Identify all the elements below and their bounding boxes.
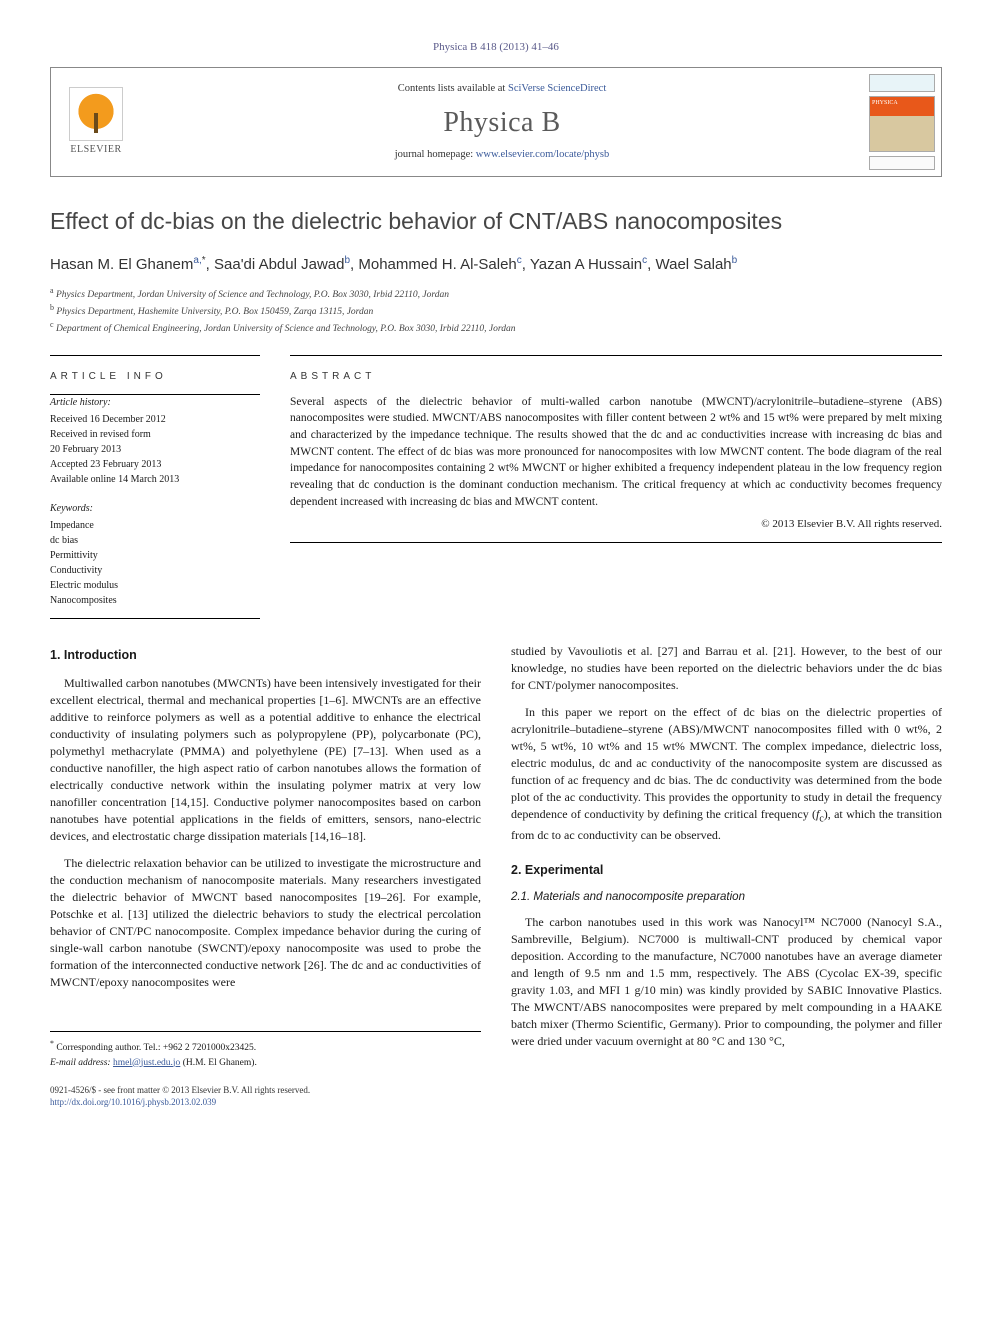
contents-prefix: Contents lists available at: [398, 83, 508, 94]
info-abstract-row: ARTICLE INFO Article history: Received 1…: [50, 355, 942, 619]
history-line: Available online 14 March 2013: [50, 472, 260, 487]
article-info-heading: ARTICLE INFO: [50, 370, 260, 384]
author: Hasan M. El Ghanema,*: [50, 256, 206, 273]
authors-line: Hasan M. El Ghanema,*, Saa'di Abdul Jawa…: [50, 254, 942, 275]
homepage-link[interactable]: www.elsevier.com/locate/physb: [476, 149, 609, 160]
author-aff: b: [344, 255, 350, 266]
keyword: dc bias: [50, 533, 260, 548]
abstract-column: ABSTRACT Several aspects of the dielectr…: [290, 355, 942, 619]
journal-name: Physica B: [141, 103, 863, 142]
affiliation: a Physics Department, Jordan University …: [50, 285, 942, 302]
corresponding-author: * Corresponding author. Tel.: +962 2 720…: [50, 1038, 481, 1055]
publisher-logo: ELSEVIER: [51, 68, 141, 176]
author-aff: c: [642, 255, 647, 266]
article-title: Effect of dc-bias on the dielectric beha…: [50, 205, 942, 237]
keyword: Nanocomposites: [50, 593, 260, 608]
history-block: Article history: Received 16 December 20…: [50, 395, 260, 487]
keywords-block: Keywords: Impedance dc bias Permittivity…: [50, 501, 260, 608]
affiliation: c Department of Chemical Engineering, Jo…: [50, 319, 942, 336]
homepage-line: journal homepage: www.elsevier.com/locat…: [141, 148, 863, 163]
cover-thumbnail-top: [869, 74, 935, 92]
paragraph: Multiwalled carbon nanotubes (MWCNTs) ha…: [50, 675, 481, 845]
author: Saa'di Abdul Jawadb: [214, 256, 350, 273]
divider: [50, 618, 260, 619]
history-line: Received 16 December 2012: [50, 412, 260, 427]
section-heading-intro: 1. Introduction: [50, 647, 481, 665]
homepage-prefix: journal homepage:: [395, 149, 476, 160]
bottom-info: 0921-4526/$ - see front matter © 2013 El…: [50, 1084, 481, 1109]
affiliations: a Physics Department, Jordan University …: [50, 285, 942, 337]
paragraph: In this paper we report on the effect of…: [511, 704, 942, 844]
author: Wael Salahb: [656, 256, 738, 273]
keyword: Permittivity: [50, 548, 260, 563]
email-link[interactable]: hmel@just.edu.jo: [113, 1058, 180, 1068]
publisher-name: ELSEVIER: [70, 143, 121, 157]
email-line: E-mail address: hmel@just.edu.jo (H.M. E…: [50, 1056, 481, 1070]
doi-link[interactable]: http://dx.doi.org/10.1016/j.physb.2013.0…: [50, 1097, 216, 1107]
cover-thumbnail-bot: [869, 156, 935, 170]
author-aff: c: [517, 255, 522, 266]
divider: [290, 542, 942, 543]
subsection-heading: 2.1. Materials and nanocomposite prepara…: [511, 889, 942, 905]
author-aff: a,*: [193, 255, 205, 266]
paragraph: studied by Vavouliotis et al. [27] and B…: [511, 643, 942, 694]
elsevier-tree-icon: [69, 87, 123, 141]
abstract-heading: ABSTRACT: [290, 370, 942, 384]
author: Mohammed H. Al-Salehc: [358, 256, 521, 273]
paragraph: The dielectric relaxation behavior can b…: [50, 855, 481, 991]
article-info-column: ARTICLE INFO Article history: Received 1…: [50, 355, 260, 619]
keyword: Impedance: [50, 518, 260, 533]
body-columns: 1. Introduction Multiwalled carbon nanot…: [50, 643, 942, 1109]
section-heading-experimental: 2. Experimental: [511, 862, 942, 880]
sciencedirect-link[interactable]: SciVerse ScienceDirect: [508, 83, 606, 94]
header-center: Contents lists available at SciVerse Sci…: [141, 68, 863, 176]
abstract-text: Several aspects of the dielectric behavi…: [290, 394, 942, 511]
contents-line: Contents lists available at SciVerse Sci…: [141, 82, 863, 97]
cover-thumbnail-mid: PHYSICA: [869, 96, 935, 152]
history-label: Article history:: [50, 395, 260, 410]
abstract-copyright: © 2013 Elsevier B.V. All rights reserved…: [290, 517, 942, 532]
citation-line: Physica B 418 (2013) 41–46: [50, 40, 942, 55]
history-line: Received in revised form: [50, 427, 260, 442]
issn-line: 0921-4526/$ - see front matter © 2013 El…: [50, 1084, 481, 1097]
footnote-block: * Corresponding author. Tel.: +962 2 720…: [50, 1031, 481, 1109]
keyword: Conductivity: [50, 563, 260, 578]
history-line: 20 February 2013: [50, 442, 260, 457]
journal-cover: PHYSICA: [863, 68, 941, 176]
journal-header: ELSEVIER Contents lists available at Sci…: [50, 67, 942, 177]
author: Yazan A Hussainc: [530, 256, 647, 273]
author-aff: b: [732, 255, 738, 266]
page: Physica B 418 (2013) 41–46 ELSEVIER Cont…: [0, 0, 992, 1149]
paragraph: The carbon nanotubes used in this work w…: [511, 914, 942, 1050]
keywords-label: Keywords:: [50, 501, 260, 516]
keyword: Electric modulus: [50, 578, 260, 593]
affiliation: b Physics Department, Hashemite Universi…: [50, 302, 942, 319]
history-line: Accepted 23 February 2013: [50, 457, 260, 472]
